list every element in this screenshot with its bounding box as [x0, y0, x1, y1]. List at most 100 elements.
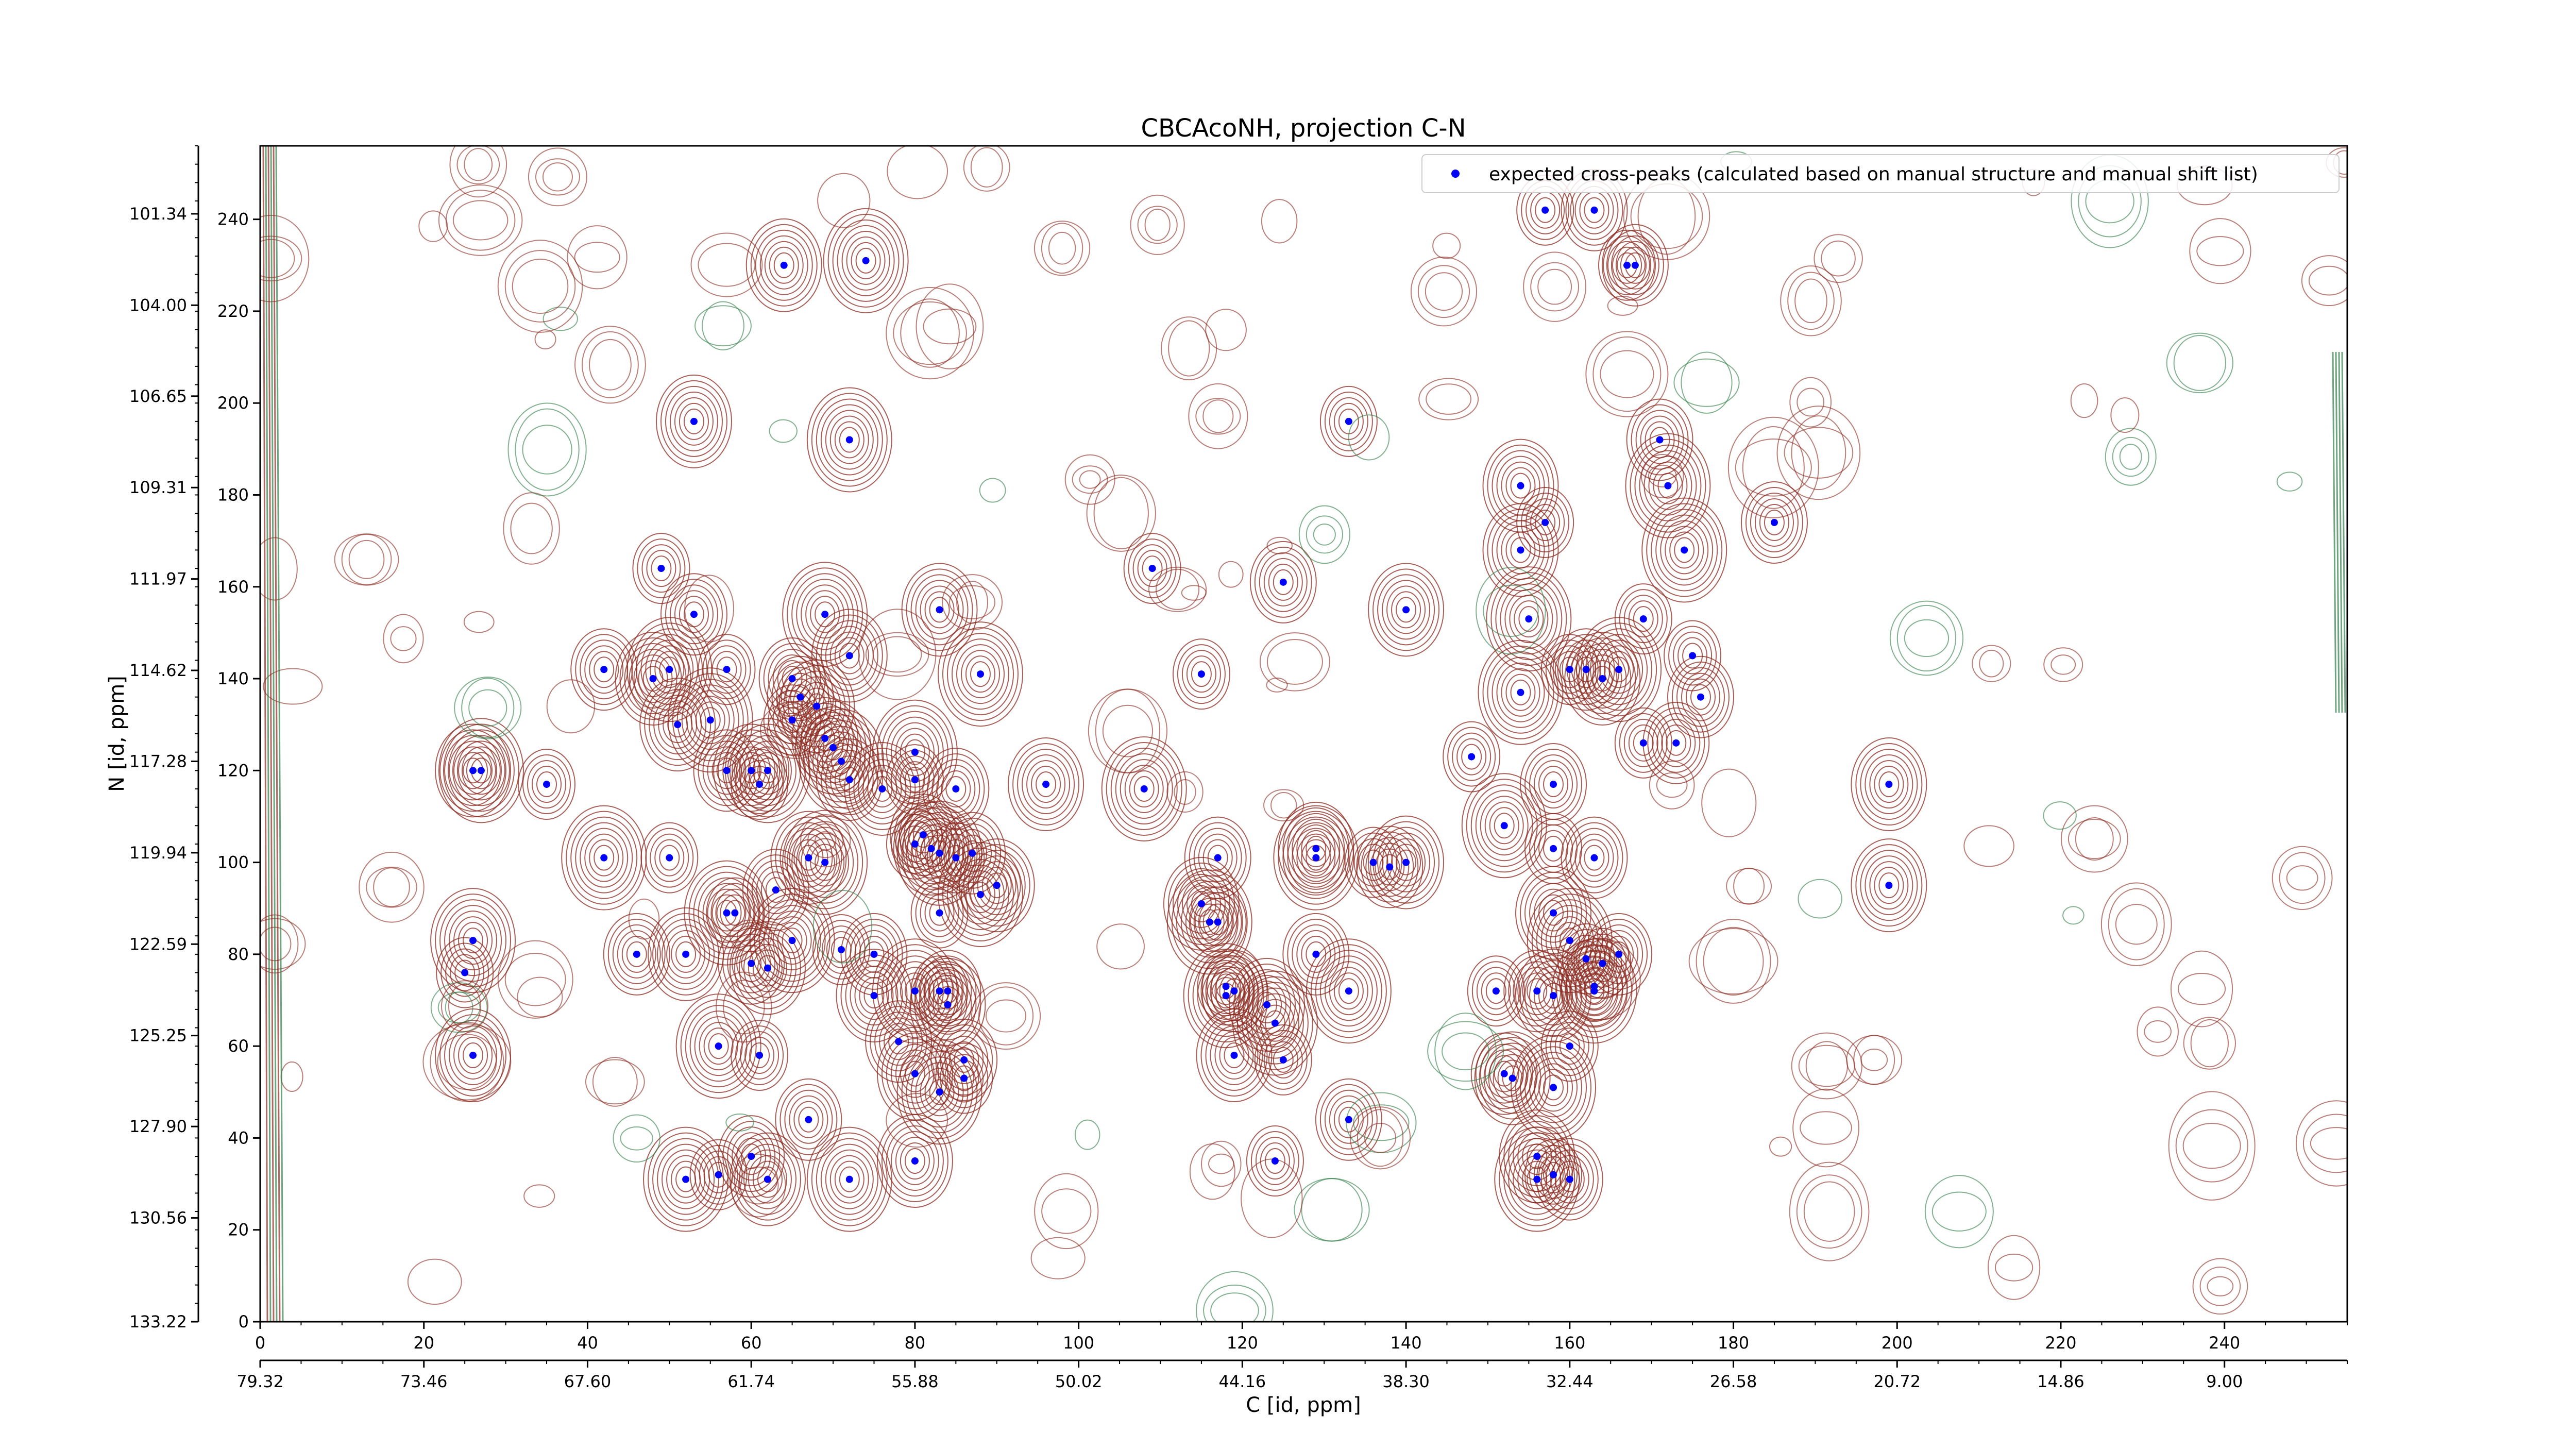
y-ppm-tick-label: 109.31: [129, 478, 187, 497]
cross-peak-point: [1517, 546, 1524, 554]
legend: expected cross-peaks (calculated based o…: [1421, 154, 2340, 193]
cross-peak-point: [1222, 983, 1230, 990]
contour-ring: [1301, 830, 1331, 867]
background-contour: [1814, 234, 1863, 283]
cross-peak-point: [1582, 666, 1590, 673]
contour-ring: [784, 828, 833, 888]
contour-ring: [1263, 1035, 1303, 1084]
contour-ring: [1874, 867, 1904, 904]
contour-ring: [736, 1138, 767, 1175]
contour-ring: [1524, 1052, 1583, 1123]
contour-ring: [1475, 790, 1533, 862]
x-ppm-tick-label: 38.30: [1382, 1372, 1430, 1391]
background-contour: [893, 301, 967, 365]
background-contour: [510, 502, 553, 554]
contour-ring: [1648, 461, 1688, 510]
contour-ring: [456, 740, 505, 801]
contour-ring: [1855, 844, 1923, 927]
cross-peak-point: [1885, 882, 1893, 889]
contour-ring: [436, 937, 494, 1008]
background-contour: [1074, 1119, 1100, 1150]
cross-peak-point: [1770, 518, 1778, 526]
contour-ring: [1476, 967, 1516, 1016]
contour-ring: [1329, 397, 1368, 446]
contour-ring: [965, 875, 995, 913]
contour-ring: [953, 829, 992, 878]
cross-peak-point: [1509, 1074, 1516, 1082]
contour-ring: [927, 822, 985, 894]
background-contour: [2190, 1019, 2229, 1068]
edge-contour: [275, 146, 284, 1322]
contour-ring: [886, 955, 944, 1027]
background-contour: [260, 537, 298, 601]
contour-ring: [1172, 638, 1230, 710]
cross-peak-point: [1541, 518, 1549, 526]
contour-ring: [676, 679, 744, 762]
contour-ring: [811, 1132, 888, 1226]
cross-peak-point: [1042, 781, 1050, 788]
contour-ring: [956, 644, 1005, 704]
background-contour: [1030, 1237, 1086, 1279]
contour-ring: [640, 822, 699, 894]
background-contour: [1442, 1032, 1489, 1071]
contour-ring: [906, 1051, 973, 1134]
contour-ring: [1494, 813, 1515, 839]
background-contour: [1201, 1140, 1242, 1187]
contour-ring: [970, 661, 991, 687]
x-ppm-tick-label: 50.02: [1055, 1372, 1103, 1391]
contour-ring: [1540, 1143, 1599, 1215]
background-contour: [1072, 465, 1108, 494]
x-ppm-tick-label: 73.46: [400, 1372, 448, 1391]
contour-ring: [1324, 1089, 1373, 1150]
contour-ring: [1665, 526, 1704, 575]
contour-ring: [845, 918, 903, 990]
contour-ring: [821, 737, 861, 786]
background-contour: [2183, 1017, 2236, 1070]
background-contour: [280, 1061, 303, 1092]
cross-peak-point: [1664, 482, 1672, 490]
background-contour: [2115, 904, 2158, 945]
contour-ring: [1017, 749, 1075, 820]
contour-ring: [1249, 541, 1317, 624]
contour-ring: [698, 634, 756, 705]
contour-ring: [1036, 771, 1057, 798]
contour-ring: [818, 729, 849, 766]
contour-ring: [924, 834, 955, 872]
contour-ring: [1177, 873, 1226, 934]
contour-ring: [1264, 1010, 1285, 1036]
contour-ring: [911, 824, 951, 873]
y-ppm-tick-label: 130.56: [129, 1208, 187, 1228]
edge-contour: [273, 146, 281, 1322]
contour-ring: [1263, 558, 1303, 606]
cross-peak-point: [1271, 1157, 1279, 1165]
background-contour: [690, 232, 763, 297]
x-ppm-axis: 79.32 73.46 67.60 61.74 55.88 50.02 44.16 38.30…: [236, 1359, 2348, 1391]
cross-peak-point: [1656, 436, 1664, 444]
cross-peak-point: [952, 854, 960, 862]
contour-ring: [727, 933, 776, 993]
background-contour: [887, 146, 948, 199]
cross-peak-point: [772, 886, 779, 894]
background-contour: [1797, 387, 1825, 417]
contour-ring: [755, 229, 813, 301]
contour-ring: [919, 969, 977, 1040]
cross-peak-point: [469, 937, 477, 945]
contour-ring: [801, 832, 850, 892]
background-contour: [1537, 268, 1572, 305]
contour-ring: [1273, 569, 1294, 595]
contour-ring: [745, 218, 822, 312]
contour-ring: [900, 1142, 930, 1180]
contour-ring: [1123, 533, 1181, 604]
contour-ring: [1333, 972, 1364, 1010]
contour-ring: [1534, 1063, 1573, 1112]
contour-ring: [713, 723, 790, 818]
contour-ring: [711, 894, 742, 932]
contour-ring: [1377, 574, 1435, 646]
contour-ring: [1534, 760, 1573, 809]
contour-ring: [1534, 971, 1573, 1020]
contour-ring: [957, 834, 988, 872]
contour-ring: [1338, 1106, 1359, 1133]
contour-ring: [453, 1031, 493, 1080]
background-contour: [970, 147, 1003, 188]
contour-ring: [1191, 661, 1212, 687]
